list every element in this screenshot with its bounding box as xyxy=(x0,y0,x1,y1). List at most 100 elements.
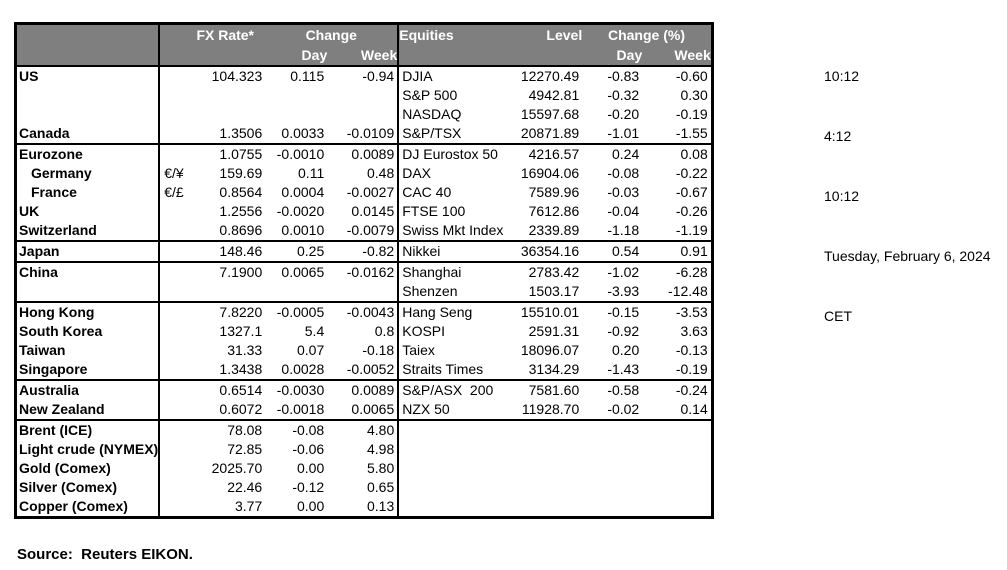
cell-country: UK xyxy=(15,202,161,221)
cell-equity-name: Nikkei xyxy=(397,241,505,263)
cell-equity-change-day: -1.18 xyxy=(582,221,643,242)
table-row: Germany €/¥ 159.69 0.11 0.48 DAX 16904.06 -0.08… xyxy=(15,164,713,183)
cell-currency-pair xyxy=(159,420,185,440)
cell-equity-name xyxy=(397,497,505,518)
table-row: France €/£ 0.8564 0.0004 -0.0027 CAC 40 7589.9… xyxy=(15,183,713,202)
cell-fx-rate: 159.69 xyxy=(219,165,263,181)
cell-equity-level: 15510.01 xyxy=(520,304,580,320)
cell-equity-change-week xyxy=(642,420,712,440)
cell-country: France xyxy=(15,183,161,202)
cell-fx-change-day: -0.0018 xyxy=(265,400,328,421)
cell-fx-rate: 22.46 xyxy=(227,479,263,495)
cell-fx-rate: 78.08 xyxy=(227,422,263,438)
cell-fx-rate: 0.8696 xyxy=(185,221,266,242)
cell-equity-change-day xyxy=(582,478,642,497)
cell-equity-level xyxy=(504,478,582,497)
table-row: Gold (Comex) 2025.70 0.00 5.80 xyxy=(15,459,713,478)
cell-fx-change-week: 0.65 xyxy=(366,479,395,495)
cell-equity-level: 7612.86 xyxy=(528,203,580,219)
cell-fx-rate: 0.6514 xyxy=(219,382,263,398)
header-country-spacer xyxy=(15,23,161,46)
cell-fx-change-day: 0.0004 xyxy=(281,184,325,200)
cell-equity-change-week: 3.63 xyxy=(680,323,708,339)
cell-equity-level: 2783.42 xyxy=(528,264,580,280)
header-spacer xyxy=(159,46,186,67)
cell-equity-name: NASDAQ xyxy=(397,105,505,124)
cell-equity-change-day: -0.20 xyxy=(607,106,640,122)
cell-country: US xyxy=(15,66,161,86)
header-spacer xyxy=(397,46,505,67)
cell-equity-change-week: -0.26 xyxy=(675,203,708,219)
cell-country: Silver (Comex) xyxy=(15,478,161,497)
cell-fx-change-day: 0.25 xyxy=(265,241,328,263)
cell-fx-change-day: -0.12 xyxy=(292,479,325,495)
cell-equity-name: Shanghai xyxy=(397,262,505,282)
cell-equity-name: S&P/ASX 200 xyxy=(397,380,505,400)
cell-equity-change-day: -0.15 xyxy=(607,304,640,320)
cell-equity-name xyxy=(397,440,505,459)
header-pair-spacer xyxy=(159,23,186,46)
cell-country: Canada xyxy=(15,124,161,145)
cell-currency-pair xyxy=(159,241,186,263)
cell-fx-change-week: -0.0027 xyxy=(346,184,395,200)
cell-currency-pair xyxy=(159,105,185,124)
cell-fx-change-week xyxy=(327,86,398,105)
cell-country xyxy=(15,105,161,124)
cell-equity-change-week xyxy=(642,478,712,497)
cell-fx-change-week: -0.0109 xyxy=(327,124,399,145)
cell-country: Switzerland xyxy=(15,221,161,242)
cell-fx-change-day: 0.00 xyxy=(296,498,325,514)
cell-equity-name: Straits Times xyxy=(397,360,505,381)
cell-equity-level: 7581.60 xyxy=(528,382,580,398)
cell-fx-rate: 0.8564 xyxy=(219,184,263,200)
cell-equity-change-day: 0.24 xyxy=(611,146,640,162)
cell-country: South Korea xyxy=(15,322,161,341)
cell-equity-name: S&P/TSX xyxy=(397,124,505,145)
table-row: UK 1.2556 -0.0020 0.0145 FTSE 100 7612.86 -0.0… xyxy=(15,202,713,221)
table-header: FX Rate* Change Equities Level Change (%… xyxy=(15,23,713,67)
cell-currency-pair xyxy=(159,221,186,242)
cell-fx-rate: 2025.70 xyxy=(211,460,263,476)
table-row: Australia 0.6514 -0.0030 0.0089 S&P/ASX 200 7… xyxy=(15,380,713,400)
cell-fx-change-day: -0.0030 xyxy=(276,382,325,398)
cell-equity-change-week: -6.28 xyxy=(675,264,708,280)
cell-fx-change-week: 5.80 xyxy=(366,460,395,476)
cell-equity-name xyxy=(397,420,505,440)
table-row: Copper (Comex) 3.77 0.00 0.13 xyxy=(15,497,713,518)
table-row: China 7.1900 0.0065 -0.0162 Shanghai 2783.42 -… xyxy=(15,262,713,282)
cell-equity-name: Shenzen xyxy=(397,282,505,303)
cell-equity-level: 7589.96 xyxy=(528,184,580,200)
cell-equity-level xyxy=(504,440,582,459)
cell-currency-pair xyxy=(159,66,185,86)
cell-equity-change-day: -0.02 xyxy=(582,400,643,421)
cell-fx-change-week: 0.8 xyxy=(374,323,395,339)
cell-fx-rate xyxy=(185,105,265,124)
cell-fx-change-day: -0.0005 xyxy=(276,304,325,320)
cell-fx-change-week: -0.0162 xyxy=(346,264,395,280)
table-row: Singapore 1.3438 0.0028 -0.0052 Straits Time… xyxy=(15,360,713,381)
cell-equity-change-week xyxy=(642,459,712,478)
cell-equity-name: Taiex xyxy=(397,341,505,360)
cell-equity-change-week: -0.67 xyxy=(675,184,708,200)
cell-equity-change-day: -0.83 xyxy=(607,68,640,84)
table-body: US 104.323 0.115 -0.94 DJIA 12270.49 -0.83 -0.6… xyxy=(15,66,713,518)
cell-country: Japan xyxy=(15,241,161,263)
cell-equity-level: 18096.07 xyxy=(520,342,580,358)
cell-fx-change-week: 0.13 xyxy=(366,498,395,514)
cell-currency-pair xyxy=(159,400,186,421)
table-row: Canada 1.3506 0.0033 -0.0109 S&P/TSX 20871.89… xyxy=(15,124,713,145)
header-fx-rate: FX Rate* xyxy=(185,23,266,46)
cell-fx-change-day xyxy=(265,86,327,105)
cell-fx-change-week: 4.98 xyxy=(366,441,395,457)
cell-fx-rate: 1.3438 xyxy=(185,360,266,381)
table-row: S&P 500 4942.81 -0.32 0.30 xyxy=(15,86,713,105)
cell-fx-change-day: 0.0065 xyxy=(281,264,325,280)
cell-fx-change-day: -0.0020 xyxy=(276,203,325,219)
cell-equity-change-week xyxy=(642,440,712,459)
cell-equity-level xyxy=(504,459,582,478)
cell-equity-name: KOSPI xyxy=(397,322,505,341)
table-row: NASDAQ 15597.68 -0.20 -0.19 xyxy=(15,105,713,124)
cell-equity-change-day: -1.02 xyxy=(607,264,640,280)
cell-equity-name: FTSE 100 xyxy=(397,202,505,221)
cell-fx-rate xyxy=(185,86,265,105)
